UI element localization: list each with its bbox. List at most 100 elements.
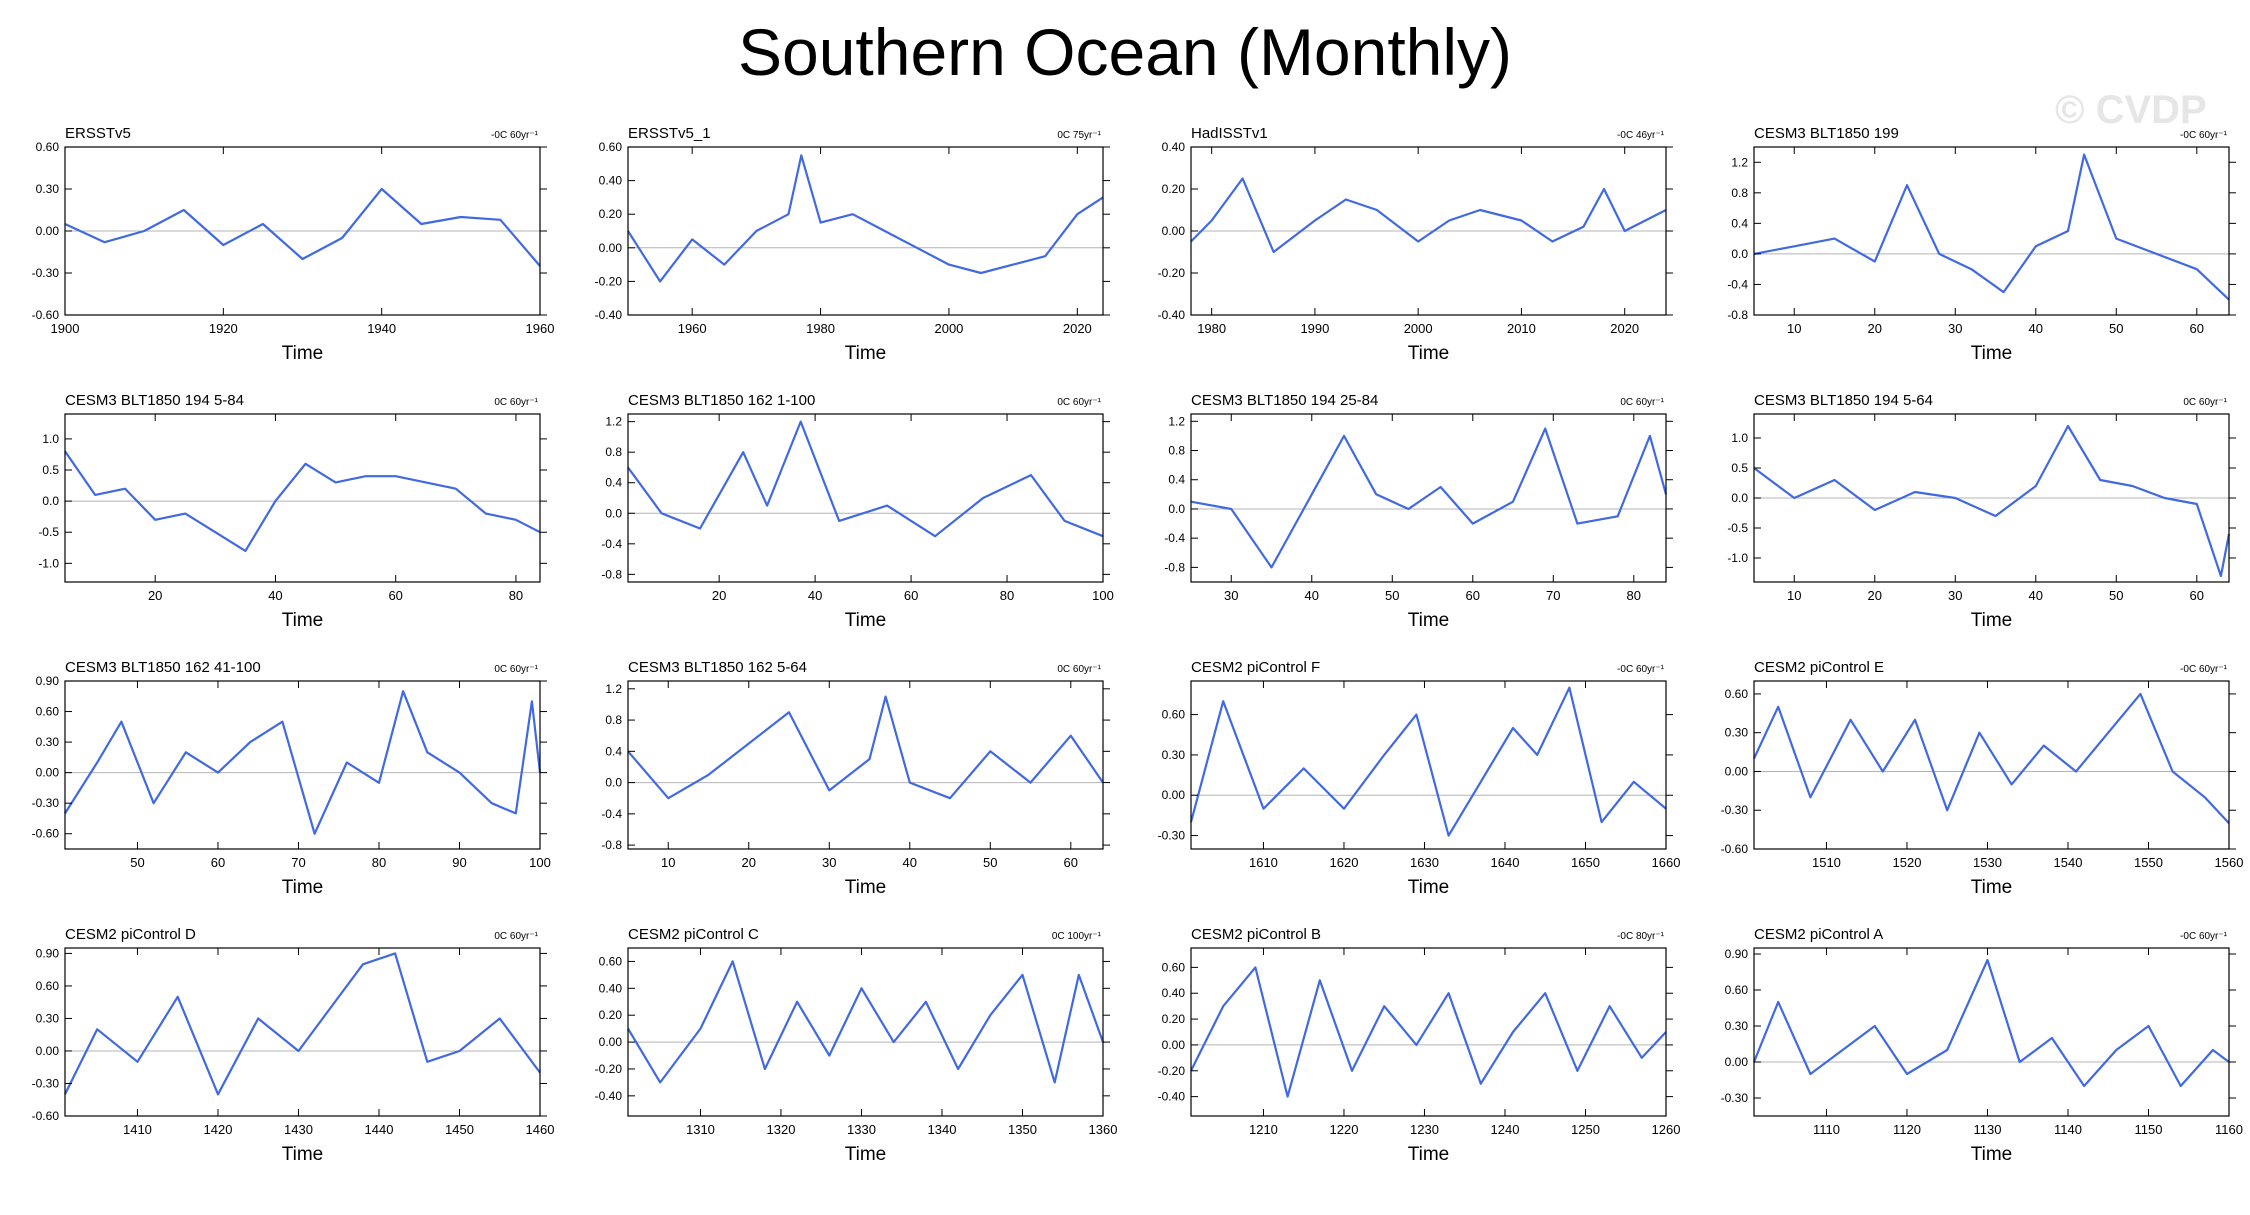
x-tick-label: 1420 <box>204 1122 233 1137</box>
y-tick-label: 0.40 <box>1162 140 1186 154</box>
series-line <box>1189 686 1667 837</box>
x-tick-label: 1220 <box>1330 1122 1359 1137</box>
x-tick-label: 1960 <box>678 321 707 336</box>
x-axis-label: Time <box>845 877 887 898</box>
x-tick-label: 60 <box>211 855 225 870</box>
x-tick-label: 40 <box>903 855 917 870</box>
x-tick-label: 1510 <box>1812 855 1841 870</box>
watermark: © CVDP <box>2055 88 2207 132</box>
x-tick-label: 50 <box>130 855 144 870</box>
y-tick-label: 0.30 <box>1725 1019 1749 1033</box>
panel-title: ERSSTv5_1 <box>628 125 711 142</box>
x-axis-label: Time <box>1971 1144 2013 1165</box>
plot-frame <box>1753 680 2230 850</box>
trend-label: 0C 100yr⁻¹ <box>1052 931 1102 942</box>
x-tick-label: 2020 <box>1063 321 1092 336</box>
x-tick-label: 1360 <box>1089 1122 1118 1137</box>
y-tick-label: 0.20 <box>599 207 623 221</box>
x-tick-label: 1960 <box>526 321 555 336</box>
chart-panel-1: ERSSTv5 -0C 60yr⁻¹ 1900 1920 1940 1960 -0.60 -0… <box>32 125 555 364</box>
x-tick-label: 50 <box>2109 588 2123 603</box>
panel-title: CESM3 BLT1850 199 <box>1754 125 1899 142</box>
plot-frame <box>627 680 1104 850</box>
x-tick-label: 70 <box>1546 588 1560 603</box>
x-tick-label: 30 <box>1948 588 1962 603</box>
x-tick-label: 60 <box>2190 588 2204 603</box>
chart-panel-14: CESM2 piControl C 0C 100yr⁻¹ 1310 1320 1330 1… <box>595 926 1118 1165</box>
x-tick-label: 50 <box>2109 321 2123 336</box>
x-tick-label: 90 <box>452 855 466 870</box>
x-tick-label: 1460 <box>526 1122 555 1137</box>
y-tick-label: 0.20 <box>599 1008 623 1022</box>
panel-title: CESM3 BLT1850 194 5-64 <box>1754 392 1933 409</box>
y-tick-label: 0.8 <box>605 445 622 459</box>
trend-label: 0C 60yr⁻¹ <box>1057 664 1101 675</box>
x-tick-label: 1310 <box>686 1122 715 1137</box>
y-tick-label: -0.5 <box>38 525 59 539</box>
y-tick-label: 0.90 <box>36 946 60 960</box>
plot-frame <box>64 680 541 850</box>
y-tick-label: -0.40 <box>595 308 623 322</box>
x-tick-label: 60 <box>1466 588 1480 603</box>
y-tick-label: 0.90 <box>1725 947 1749 961</box>
x-axis-label: Time <box>1971 343 2013 364</box>
panel-title: CESM3 BLT1850 194 25-84 <box>1191 392 1378 409</box>
y-tick-label: 0.60 <box>1725 983 1749 997</box>
y-tick-label: -0.30 <box>1158 829 1186 843</box>
x-tick-label: 2000 <box>934 321 963 336</box>
trend-label: 0C 60yr⁻¹ <box>494 664 538 675</box>
x-tick-label: 1130 <box>1973 1122 2001 1137</box>
y-tick-label: 0.30 <box>36 1011 60 1025</box>
x-tick-label: 80 <box>1627 588 1641 603</box>
x-tick-label: 10 <box>1787 588 1801 603</box>
x-tick-label: 30 <box>1948 321 1962 336</box>
series-line <box>1190 427 1668 569</box>
chart-panel-12: CESM2 piControl E -0C 60yr⁻¹ 1510 1520 1530 1… <box>1721 659 2244 898</box>
y-tick-label: -1.0 <box>1727 551 1748 565</box>
x-tick-label: 1920 <box>209 321 238 336</box>
y-tick-label: -0.30 <box>32 1076 60 1090</box>
x-tick-label: 1540 <box>2054 855 2083 870</box>
x-tick-label: 100 <box>529 855 551 870</box>
x-tick-label: 70 <box>291 855 305 870</box>
x-tick-label: 10 <box>661 855 675 870</box>
series-line <box>1190 966 1667 1098</box>
y-tick-label: 1.0 <box>1731 431 1748 445</box>
y-tick-label: 1.2 <box>1731 155 1748 169</box>
y-tick-label: -0.8 <box>1164 560 1185 574</box>
x-tick-label: 1320 <box>767 1122 796 1137</box>
x-tick-label: 2000 <box>1404 321 1433 336</box>
page-title: Southern Ocean (Monthly) <box>737 15 1513 89</box>
y-tick-label: 0.90 <box>36 674 60 688</box>
x-tick-label: 60 <box>1064 855 1078 870</box>
y-tick-label: 0.00 <box>1725 764 1749 778</box>
x-axis-label: Time <box>282 343 324 364</box>
y-tick-label: 0.40 <box>599 174 623 188</box>
series-line <box>64 690 542 835</box>
y-tick-label: 1.2 <box>1168 414 1185 428</box>
y-tick-label: 0.8 <box>1731 186 1748 200</box>
x-tick-label: 1120 <box>1893 1122 1921 1137</box>
x-tick-label: 1350 <box>1008 1122 1037 1137</box>
x-axis-label: Time <box>845 610 887 631</box>
x-tick-label: 20 <box>1868 588 1882 603</box>
y-tick-label: -0.30 <box>32 266 60 280</box>
chart-panel-8: CESM3 BLT1850 194 5-64 0C 60yr⁻¹ 10 20 30 40 5… <box>1727 392 2236 631</box>
x-axis-label: Time <box>1408 1144 1450 1165</box>
x-tick-label: 1410 <box>123 1122 152 1137</box>
plot-frame <box>64 413 541 583</box>
trend-label: -0C 60yr⁻¹ <box>2180 931 2228 942</box>
y-tick-label: 0.0 <box>605 506 622 520</box>
x-tick-label: 1260 <box>1652 1122 1681 1137</box>
x-tick-label: 1550 <box>2134 855 2163 870</box>
y-tick-label: 0.00 <box>1162 1038 1186 1052</box>
x-tick-label: 1250 <box>1571 1122 1600 1137</box>
plot-frame <box>64 947 541 1117</box>
y-tick-label: -0.60 <box>32 308 60 322</box>
chart-panel-7: CESM3 BLT1850 194 25-84 0C 60yr⁻¹ 30 40 50 60… <box>1164 392 1673 631</box>
series-line <box>1753 692 2230 824</box>
x-axis-label: Time <box>282 877 324 898</box>
trend-label: -0C 60yr⁻¹ <box>1617 664 1665 675</box>
panel-title: CESM3 BLT1850 162 5-64 <box>628 659 807 676</box>
